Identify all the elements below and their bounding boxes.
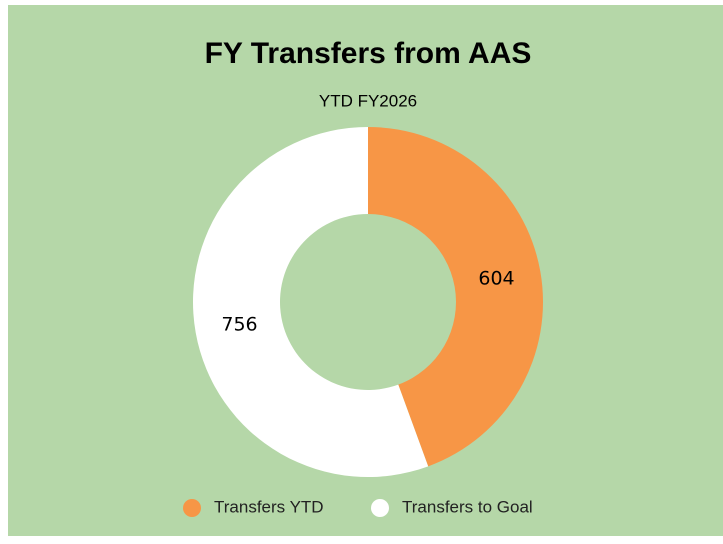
donut-slice bbox=[368, 127, 544, 467]
legend-label: Transfers YTD bbox=[214, 497, 324, 516]
legend-marker bbox=[183, 499, 201, 517]
legend-label: Transfers to Goal bbox=[402, 497, 533, 516]
chart-title: FY Transfers from AAS bbox=[205, 37, 532, 70]
legend-marker bbox=[371, 499, 389, 517]
data-label: 756 bbox=[221, 313, 257, 335]
data-label: 604 bbox=[478, 268, 514, 290]
chart-subtitle: YTD FY2026 bbox=[319, 91, 417, 110]
donut-slice bbox=[193, 127, 429, 477]
